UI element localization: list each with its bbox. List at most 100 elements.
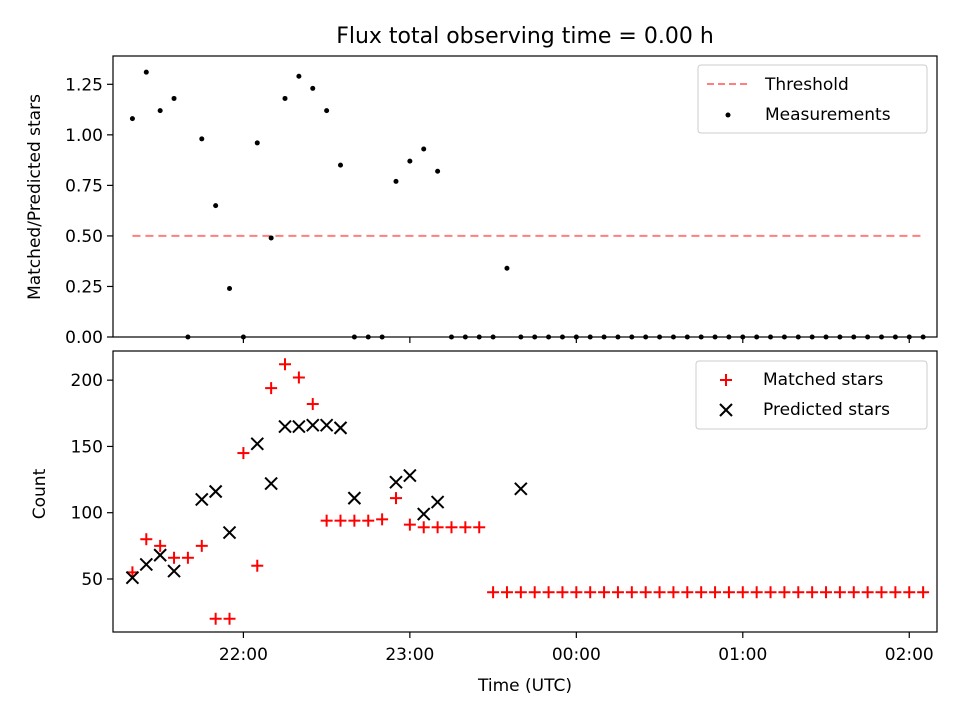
- top-legend-box: [697, 64, 928, 134]
- matched-star-point: [598, 586, 611, 599]
- legend-matched-swatch: [720, 374, 732, 386]
- predicted-star-point: [347, 491, 362, 505]
- measurement-point: [254, 140, 260, 146]
- matched-star-point: [639, 586, 652, 599]
- matched-star-point: [417, 521, 430, 534]
- matched-star-point: [542, 586, 555, 599]
- bottom-y-tick-label: 150: [71, 437, 103, 457]
- bottom-y-tick-label: 200: [71, 371, 103, 391]
- legend-matched-label: Matched stars: [763, 370, 883, 390]
- predicted-star-point: [514, 482, 528, 496]
- matched-star-point: [348, 514, 361, 527]
- legend-measurements-label: Measurements: [765, 105, 891, 125]
- predicted-star-point: [195, 492, 209, 507]
- top-axes-frame: [112, 55, 938, 338]
- measurement-point: [157, 108, 163, 114]
- matched-star-point: [709, 586, 722, 599]
- matched-star-point: [917, 586, 930, 599]
- measurement-point: [435, 168, 441, 174]
- top-legend: Threshold Measurements: [697, 64, 928, 134]
- matched-star-point: [306, 398, 319, 411]
- matched-star-point: [376, 513, 389, 526]
- predicted-star-point: [278, 419, 292, 434]
- measurement-point: [296, 73, 302, 79]
- matched-star-point: [653, 586, 666, 599]
- top-y-tick-label: 1.00: [65, 126, 103, 146]
- matched-star-point: [487, 586, 500, 599]
- x-tick-label: 23:00: [385, 645, 434, 665]
- predicted-star-point: [153, 548, 167, 562]
- top-y-tick-label: 0.50: [65, 227, 103, 247]
- predicted-star-point: [250, 437, 264, 451]
- predicted-star-point: [125, 570, 140, 585]
- predicted-star-point: [292, 419, 306, 434]
- matched-star-point: [722, 586, 735, 599]
- matched-star-point: [431, 521, 444, 534]
- bottom-panel: 50 100 150 200 22:00 23:00 00:00 01:00 02:00 Co…: [30, 337, 938, 696]
- matched-star-point: [279, 358, 292, 371]
- matched-star-point: [459, 521, 472, 534]
- matched-star-point: [556, 586, 569, 599]
- top-y-tick-label: 0.25: [65, 277, 103, 297]
- top-panel: 0.00 0.25 0.50 0.75 1.00 1.25 Matched/Predict…: [25, 55, 938, 348]
- matched-star-point: [154, 539, 167, 552]
- matched-star-point: [611, 586, 624, 599]
- matched-star-point: [181, 551, 194, 564]
- measurement-point: [227, 285, 233, 291]
- matched-star-point: [667, 586, 680, 599]
- measurement-point: [129, 116, 135, 122]
- matched-star-point: [833, 586, 846, 599]
- matched-star-point: [764, 586, 777, 599]
- matched-star-point: [889, 586, 902, 599]
- measurement-point: [213, 203, 219, 209]
- matched-star-point: [861, 586, 874, 599]
- legend-measurements-swatch: [725, 112, 731, 118]
- top-y-tick-label: 0.75: [65, 176, 103, 196]
- top-plot-area: [129, 69, 926, 340]
- predicted-star-point: [139, 557, 154, 572]
- matched-star-point: [736, 586, 749, 599]
- top-y-axis-label: Matched/Predicted stars: [25, 94, 45, 300]
- x-ticks: 22:00 23:00 00:00 01:00 02:00: [219, 337, 934, 665]
- top-y-tick-label: 0.00: [65, 328, 103, 348]
- matched-star-point: [223, 612, 236, 625]
- predicted-star-point: [208, 484, 223, 499]
- matched-star-point: [237, 447, 250, 460]
- matched-star-point: [792, 586, 805, 599]
- legend-predicted-label: Predicted stars: [763, 400, 890, 420]
- matched-star-point: [570, 586, 583, 599]
- matched-star-point: [847, 586, 860, 599]
- legend-threshold-label: Threshold: [764, 75, 849, 95]
- predicted-star-point: [333, 421, 348, 435]
- measurement-point: [268, 235, 274, 241]
- matched-star-point: [903, 586, 916, 599]
- measurement-point: [143, 69, 149, 75]
- measurement-point: [282, 95, 288, 101]
- top-y-tick-label: 1.25: [65, 75, 103, 95]
- matched-star-point: [584, 586, 597, 599]
- measurement-point: [338, 162, 344, 168]
- matched-star-point: [251, 559, 264, 572]
- top-y-ticks: 0.00 0.25 0.50 0.75 1.00 1.25: [65, 75, 113, 348]
- bottom-plot-area: [125, 358, 930, 625]
- matched-star-point: [820, 586, 833, 599]
- measurement-point: [310, 85, 316, 91]
- predicted-star-point: [319, 418, 334, 432]
- x-tick-label: 01:00: [718, 645, 767, 665]
- matched-star-point: [778, 586, 791, 599]
- figure-title: Flux total observing time = 0.00 h: [336, 24, 714, 49]
- matched-star-point: [389, 492, 402, 505]
- x-tick-label: 00:00: [552, 645, 601, 665]
- measurement-point: [407, 158, 413, 164]
- bottom-y-ticks: 50 100 150 200: [71, 371, 113, 590]
- x-tick-label: 22:00: [219, 645, 268, 665]
- matched-star-point: [362, 514, 375, 527]
- matched-star-point: [695, 586, 708, 599]
- predicted-star-point: [264, 476, 278, 491]
- matched-star-point: [334, 514, 347, 527]
- matched-star-point: [681, 586, 694, 599]
- matched-star-point: [140, 533, 153, 546]
- matched-star-point: [320, 514, 333, 527]
- x-tick-label: 02:00: [885, 645, 934, 665]
- matched-star-point: [209, 612, 222, 625]
